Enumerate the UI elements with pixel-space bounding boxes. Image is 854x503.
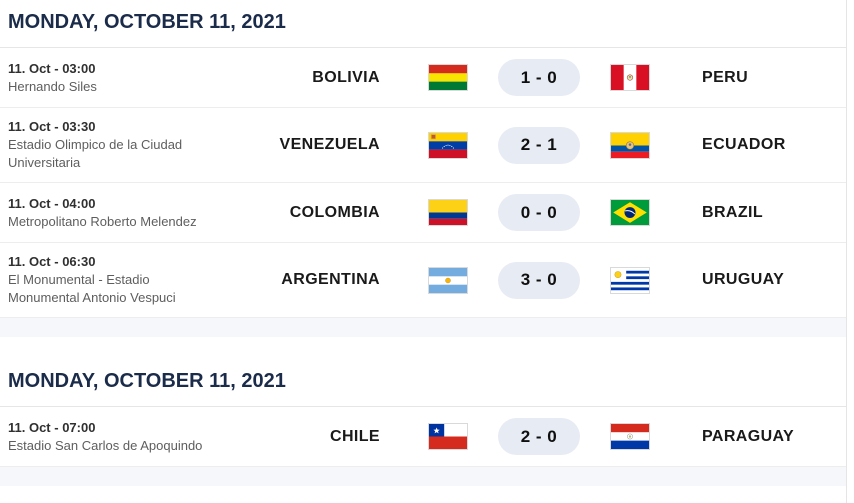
- match-row[interactable]: 11. Oct - 07:00 Estadio San Carlos de Ap…: [0, 407, 846, 467]
- score-cell: 3 - 0: [468, 261, 610, 299]
- home-team-name: CHILE: [330, 427, 380, 445]
- match-venue: Metropolitano Roberto Melendez: [8, 213, 197, 229]
- match-datetime: 11. Oct - 04:00: [8, 195, 96, 211]
- home-flag-slot: [428, 131, 468, 159]
- away-flag-slot: [610, 64, 650, 91]
- score-cell: 1 - 0: [468, 59, 610, 96]
- venezuela-flag-icon: [428, 131, 468, 159]
- day-header: MONDAY, OCTOBER 11, 2021: [0, 0, 846, 48]
- home-team-name: COLOMBIA: [289, 203, 380, 221]
- match-day-section: MONDAY, OCTOBER 11, 2021 11. Oct - 03:00…: [0, 0, 846, 337]
- match-row[interactable]: 11. Oct - 03:30 Estadio Olimpico de la C…: [0, 108, 846, 183]
- score-cell: 2 - 0: [468, 418, 610, 455]
- score-badge: 2 - 1: [498, 126, 580, 164]
- match-datetime: 11. Oct - 06:30: [8, 254, 96, 269]
- peru-flag-icon: [610, 64, 650, 91]
- score-cell: 0 - 0: [468, 194, 610, 231]
- away-flag-slot: [610, 199, 650, 226]
- home-flag-slot: [428, 199, 468, 226]
- home-flag-slot: [428, 266, 468, 294]
- away-flag-slot: [610, 423, 650, 450]
- brazil-flag-icon: [610, 199, 650, 226]
- home-team-name: BOLIVIA: [312, 68, 380, 86]
- section-footer-band: [0, 467, 846, 486]
- home-flag-slot: [428, 423, 468, 450]
- match-venue: Hernando Siles: [8, 78, 97, 94]
- match-venue: Estadio San Carlos de Apoquindo: [8, 437, 203, 453]
- score-badge: 0 - 0: [498, 194, 580, 231]
- match-venue: El Monumental - Estadio Monumental Anton…: [8, 272, 176, 305]
- away-team-name: URUGUAY: [702, 271, 785, 288]
- away-team-name: BRAZIL: [702, 203, 764, 221]
- away-team-name: PERU: [702, 68, 749, 86]
- match-info: 11. Oct - 07:00 Estadio San Carlos de Ap…: [8, 419, 270, 455]
- match-datetime: 11. Oct - 03:00: [8, 60, 96, 76]
- away-flag-slot: [610, 266, 650, 294]
- day-header: MONDAY, OCTOBER 11, 2021: [0, 359, 846, 407]
- home-flag-slot: [428, 64, 468, 91]
- match-info: 11. Oct - 03:30 Estadio Olimpico de la C…: [8, 118, 270, 172]
- match-info: 11. Oct - 03:00 Hernando Siles: [8, 60, 270, 96]
- away-flag-slot: [610, 131, 650, 159]
- chile-flag-icon: [428, 423, 468, 450]
- match-row[interactable]: 11. Oct - 04:00 Metropolitano Roberto Me…: [0, 183, 846, 243]
- match-day-section: MONDAY, OCTOBER 11, 2021 11. Oct - 07:00…: [0, 359, 846, 486]
- match-info: 11. Oct - 04:00 Metropolitano Roberto Me…: [8, 195, 270, 231]
- match-list: 11. Oct - 07:00 Estadio San Carlos de Ap…: [0, 407, 846, 467]
- bolivia-flag-icon: [428, 64, 468, 91]
- home-team-name: ARGENTINA: [281, 271, 380, 288]
- ecuador-flag-icon: [610, 131, 650, 159]
- section-footer-band: [0, 318, 846, 337]
- match-datetime: 11. Oct - 07:00: [8, 419, 96, 435]
- score-badge: 2 - 0: [498, 418, 580, 455]
- score-badge: 1 - 0: [498, 59, 580, 96]
- match-venue: Estadio Olimpico de la Ciudad Universita…: [8, 137, 183, 170]
- match-row[interactable]: 11. Oct - 03:00 Hernando Siles BOLIVIA 1…: [0, 48, 846, 108]
- uruguay-flag-icon: [610, 266, 650, 294]
- score-cell: 2 - 1: [468, 126, 610, 164]
- colombia-flag-icon: [428, 199, 468, 226]
- home-team-name: VENEZUELA: [279, 136, 380, 153]
- away-team-name: PARAGUAY: [702, 427, 795, 445]
- match-row[interactable]: 11. Oct - 06:30 El Monumental - Estadio …: [0, 243, 846, 318]
- match-list: 11. Oct - 03:00 Hernando Siles BOLIVIA 1…: [0, 48, 846, 318]
- paraguay-flag-icon: [610, 423, 650, 450]
- argentina-flag-icon: [428, 266, 468, 294]
- score-badge: 3 - 0: [498, 261, 580, 299]
- away-team-name: ECUADOR: [702, 136, 786, 153]
- match-info: 11. Oct - 06:30 El Monumental - Estadio …: [8, 253, 270, 307]
- sections-root: MONDAY, OCTOBER 11, 2021 11. Oct - 03:00…: [0, 0, 846, 486]
- match-datetime: 11. Oct - 03:30: [8, 119, 96, 134]
